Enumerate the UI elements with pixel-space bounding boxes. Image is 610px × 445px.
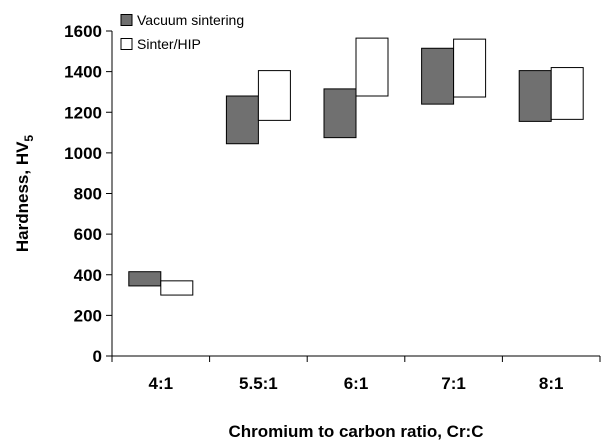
y-axis-ticks: 0 200 400 600 800 1000 1200 1400 1600: [64, 22, 112, 366]
x-category-label: 4:1: [149, 374, 174, 393]
y-tick-label: 800: [74, 185, 102, 204]
bar-sinter-hip: [550, 67, 584, 120]
y-tick-label: 1200: [64, 103, 102, 122]
x-category-label: 8:1: [539, 374, 564, 393]
y-axis-title-text: Hardness, HV: [13, 141, 32, 252]
y-tick-label: 1600: [64, 22, 102, 41]
bar-sinter-hip: [257, 70, 291, 121]
bar-vacuum-sintering: [518, 70, 552, 122]
y-tick-label: 1400: [64, 63, 102, 82]
bar-sinter-hip: [355, 37, 389, 97]
y-axis-title: Hardness, HV5: [13, 135, 36, 253]
legend-label-sinter-hip: Sinter/HIP: [137, 36, 201, 52]
bar-vacuum-sintering: [128, 271, 162, 287]
y-tick-label: 1000: [64, 144, 102, 163]
bar-sinter-hip: [453, 38, 487, 98]
y-tick-label: 0: [93, 347, 102, 366]
x-category-label: 7:1: [441, 374, 466, 393]
y-tick-label: 200: [74, 306, 102, 325]
y-tick-label: 600: [74, 225, 102, 244]
legend: Vacuum sintering Sinter/HIP: [120, 12, 244, 52]
bar-vacuum-sintering: [421, 47, 455, 105]
bars: [128, 37, 584, 296]
y-axis-title-subscript: 5: [22, 135, 36, 142]
x-category-label: 5.5:1: [239, 374, 278, 393]
x-axis-title: Chromium to carbon ratio, Cr:C: [228, 422, 483, 441]
legend-swatch-vacuum-sintering: [120, 14, 133, 26]
bar-vacuum-sintering: [323, 88, 357, 139]
legend-label-vacuum-sintering: Vacuum sintering: [137, 12, 244, 28]
x-axis-ticks: 4:1 5.5:1 6:1 7:1 8:1: [111, 356, 601, 393]
y-tick-label: 400: [74, 266, 102, 285]
bar-vacuum-sintering: [225, 95, 259, 145]
x-category-label: 6:1: [344, 374, 369, 393]
bar-sinter-hip: [160, 280, 194, 296]
legend-swatch-sinter-hip: [120, 38, 133, 50]
